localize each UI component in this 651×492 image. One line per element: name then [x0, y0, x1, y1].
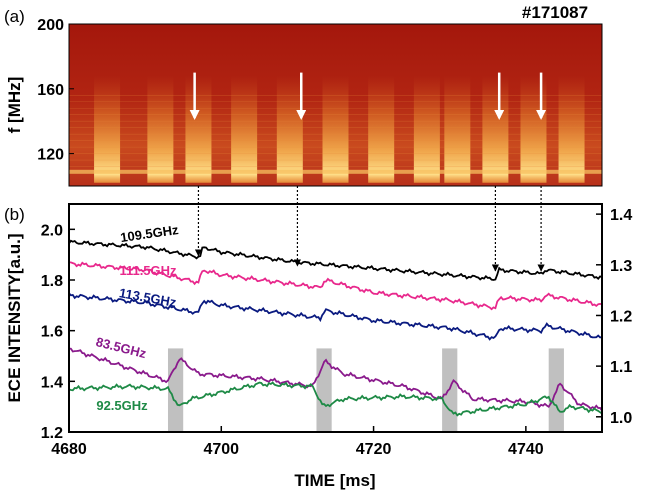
right-y-tick-label-0: 1.0 — [610, 410, 632, 427]
burst-7 — [413, 75, 440, 183]
right-y-tick-label-3: 1.3 — [610, 258, 632, 275]
series-label-4: 92.5GHz — [96, 398, 148, 413]
burst-6 — [368, 75, 395, 183]
x-tick-label-3: 4740 — [508, 441, 544, 458]
burst-0 — [94, 75, 121, 183]
right-y-tick-label-1: 1.1 — [610, 359, 632, 376]
series-label-0: 109.5GHz — [119, 222, 180, 245]
burst-5 — [322, 75, 349, 183]
burst-11 — [558, 75, 585, 183]
burst-1 — [147, 75, 174, 183]
left-y-tick-label-3: 1.8 — [41, 273, 63, 290]
panel-a-y-label: f [MHz] — [5, 77, 24, 134]
shot-number: #171087 — [522, 3, 588, 22]
burst-3 — [231, 75, 258, 183]
left-y-tick-label-4: 2.0 — [41, 222, 63, 239]
spectral-band — [69, 169, 602, 174]
a-y-tick-label-2: 120 — [37, 147, 64, 164]
a-y-tick-label-1: 160 — [37, 82, 64, 99]
panel-a-label: (a) — [4, 7, 25, 26]
shaded-regions — [167, 348, 564, 432]
series-line-1 — [69, 261, 602, 311]
panel-a-y-ticks: 200 160 120 — [37, 17, 74, 164]
left-y-tick-label-1: 1.4 — [41, 374, 63, 391]
shaded-region-2 — [442, 348, 458, 432]
right-y-tick-label-2: 1.2 — [610, 308, 632, 325]
series-line-0 — [69, 239, 602, 281]
series-line-3 — [69, 347, 602, 412]
x-ticks: 4680 4700 4720 4740 — [51, 426, 544, 458]
series-line-4 — [69, 381, 602, 417]
y-axis-label: ECE INTENSITY[a.u.] — [5, 233, 24, 402]
left-y-ticks: 1.2 1.4 1.6 1.8 2.0 — [41, 222, 75, 442]
a-y-tick-label-0: 200 — [37, 17, 64, 34]
panel-a: (a) #171087 200 160 120 f [MHz] — [4, 3, 603, 187]
right-y-ticks: 1.0 1.1 1.2 1.3 1.4 — [596, 207, 632, 427]
left-y-tick-label-2: 1.6 — [41, 324, 63, 341]
x-tick-label-2: 4720 — [356, 441, 392, 458]
connector-arrows — [194, 186, 545, 272]
spectrogram-arrows — [189, 72, 547, 120]
burst-2 — [185, 75, 212, 183]
panel-b-frame — [68, 203, 603, 433]
x-tick-label-0: 4680 — [51, 441, 87, 458]
right-y-tick-label-4: 1.4 — [610, 207, 632, 224]
panel-b: (b) 4680 4700 4720 4740 1.2 1.4 1.6 1.8 2.0 1.0… — [4, 203, 632, 490]
series-line-2 — [69, 292, 602, 341]
burst-8 — [444, 75, 471, 183]
series-label-1: 111.5GHz — [119, 263, 177, 278]
series-lines — [69, 239, 602, 417]
panel-b-label: (b) — [4, 205, 25, 224]
left-y-tick-label-0: 1.2 — [41, 425, 63, 442]
series-label-3: 83.5GHz — [94, 334, 148, 361]
x-axis-label: TIME [ms] — [294, 471, 375, 490]
x-tick-label-1: 4700 — [203, 441, 239, 458]
spectrogram-bursts — [69, 75, 602, 183]
spectrogram-frame — [68, 23, 603, 187]
series-label-2: 113.5GHz — [118, 285, 178, 310]
burst-4 — [276, 75, 303, 183]
burst-9 — [482, 75, 509, 183]
shaded-region-0 — [167, 348, 184, 432]
